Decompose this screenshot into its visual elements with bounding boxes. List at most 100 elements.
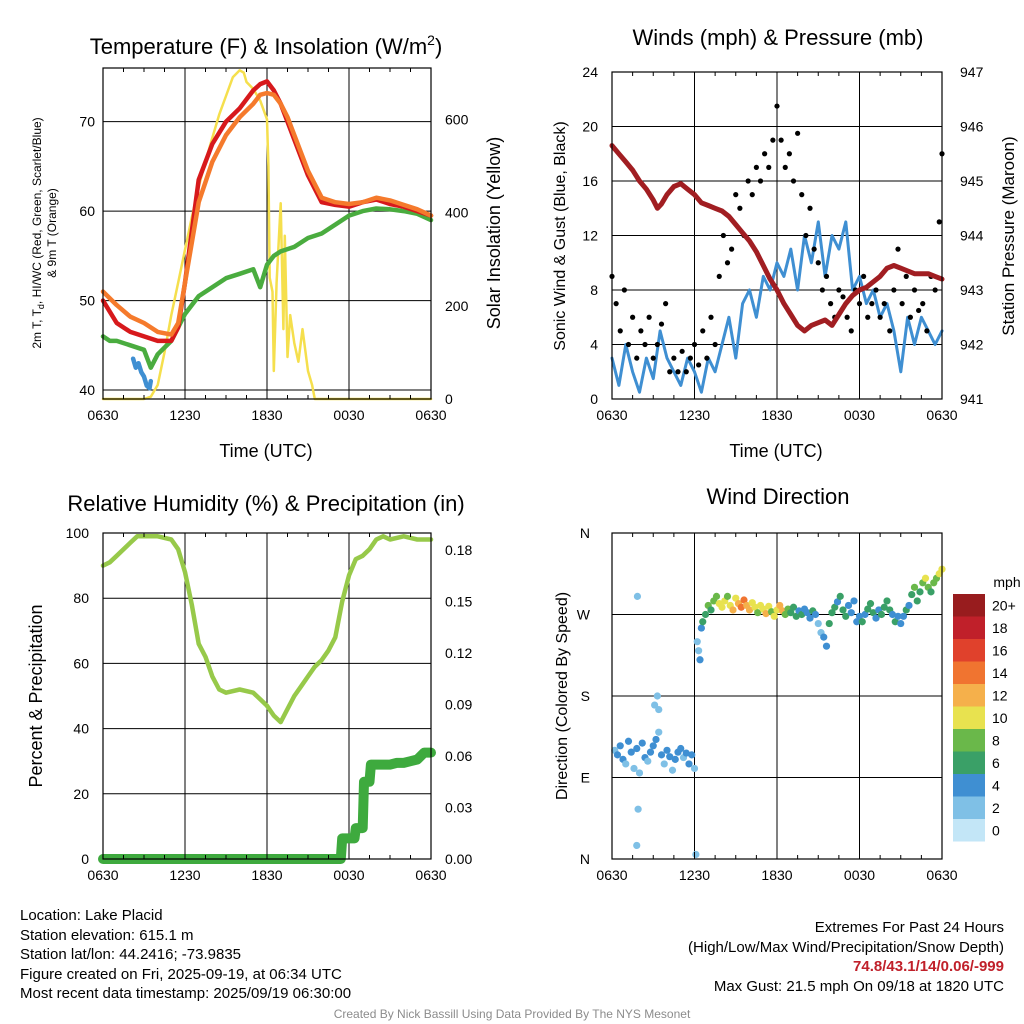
legend-swatch bbox=[953, 639, 985, 662]
wind-gust-point bbox=[733, 192, 739, 198]
dir-point bbox=[666, 753, 674, 761]
dir-point bbox=[770, 612, 778, 620]
wind-gust-point bbox=[865, 314, 871, 320]
dir-point bbox=[633, 744, 641, 753]
wind-gust-point bbox=[691, 341, 698, 348]
dir-point bbox=[858, 618, 866, 626]
dir-point bbox=[695, 647, 703, 655]
dir-point bbox=[866, 600, 875, 608]
dir-point bbox=[613, 751, 622, 759]
rh-y-tick-label: 40 bbox=[73, 721, 89, 737]
dir-point bbox=[737, 603, 745, 611]
dir-y-tick-label: E bbox=[581, 770, 590, 786]
dir-point bbox=[649, 742, 657, 750]
wind-y2-tick-label: 944 bbox=[960, 228, 984, 244]
temp-x-tick-label: 0630 bbox=[415, 407, 446, 423]
wind-gust-point bbox=[844, 314, 850, 320]
dir-point bbox=[872, 614, 880, 622]
wind-gust-point bbox=[753, 164, 759, 170]
extremes-title: Extremes For Past 24 Hours bbox=[814, 919, 1004, 936]
wind-gust-point bbox=[749, 192, 755, 198]
wind-gust-point bbox=[911, 287, 918, 293]
wind-y-tick-label: 20 bbox=[582, 119, 598, 135]
dir-point bbox=[653, 692, 661, 700]
wind-gust-point bbox=[708, 314, 714, 320]
wind-y-tick-label: 16 bbox=[582, 173, 598, 189]
dir-x-tick-label: 0630 bbox=[596, 867, 627, 883]
wind-gust-point bbox=[891, 287, 897, 293]
wind-gust-point bbox=[724, 260, 731, 266]
dir-point bbox=[690, 764, 699, 773]
extremes-values: 74.8/43.1/14/0.06/-999 bbox=[853, 958, 1004, 975]
dir-point bbox=[754, 609, 762, 617]
rh-y2-tick-label: 0.09 bbox=[445, 697, 472, 713]
dir-point bbox=[634, 805, 642, 813]
legend-label: 20+ bbox=[992, 597, 1016, 613]
dir-point bbox=[627, 748, 635, 756]
wind-gust-point bbox=[840, 294, 846, 300]
legend-swatch bbox=[953, 796, 985, 819]
dir-x-tick-label: 0030 bbox=[844, 867, 875, 883]
dir-x-tick-label: 0630 bbox=[926, 867, 957, 883]
wind-gust-point bbox=[667, 369, 673, 375]
dir-point bbox=[697, 624, 705, 632]
dir-point bbox=[693, 638, 701, 646]
temp-series-green bbox=[100, 206, 434, 370]
legend-label: 6 bbox=[992, 755, 1000, 771]
wind-y-tick-label: 4 bbox=[590, 337, 598, 353]
rh-x-tick-label: 0630 bbox=[87, 867, 118, 883]
rh-y-label: Percent & Precipitation bbox=[26, 604, 46, 787]
dir-y-label: Direction (Colored By Speed) bbox=[554, 592, 571, 800]
wind-gust-point bbox=[630, 314, 636, 320]
wind-gust-point bbox=[861, 273, 867, 279]
temp-x-tick-label: 1230 bbox=[169, 407, 200, 423]
dir-point bbox=[688, 751, 696, 759]
dir-point bbox=[655, 705, 663, 714]
dir-point bbox=[842, 612, 850, 620]
temp-y-tick-label: 70 bbox=[79, 114, 95, 130]
dir-y-tick-label: W bbox=[577, 607, 591, 623]
wind-gust-point bbox=[782, 164, 788, 170]
rh-y-tick-label: 60 bbox=[73, 655, 89, 671]
dir-point bbox=[820, 633, 828, 641]
wind-gust-point bbox=[873, 287, 879, 293]
dir-point bbox=[894, 612, 902, 620]
temp-y-label: 2m T, Td, HI/WC (Red, Green, Scarlet/Blu… bbox=[30, 117, 46, 348]
dir-point bbox=[861, 610, 869, 619]
dir-point bbox=[883, 597, 891, 605]
wind-y-label: Sonic Wind & Gust (Blue, Black) bbox=[552, 121, 569, 350]
dir-point bbox=[853, 618, 861, 626]
dir-point bbox=[765, 602, 773, 610]
temp-series-yellow bbox=[101, 69, 433, 401]
dir-point bbox=[745, 606, 754, 614]
dir-point bbox=[712, 592, 721, 600]
wind-gust-point bbox=[654, 341, 660, 348]
dir-point bbox=[864, 605, 872, 613]
temp-series-orange bbox=[100, 90, 434, 337]
wind-gust-point bbox=[916, 307, 922, 314]
rh-chart-title: Relative Humidity (%) & Precipitation (i… bbox=[67, 491, 464, 516]
wind-gust-point bbox=[729, 246, 735, 252]
legend-label: 18 bbox=[992, 620, 1008, 636]
temp-y2-tick-label: 400 bbox=[445, 205, 469, 221]
wind-y2-tick-label: 947 bbox=[960, 64, 984, 80]
temp-y2-tick-label: 600 bbox=[445, 111, 469, 127]
extremes-info: Extremes For Past 24 Hours (High/Low/Max… bbox=[688, 918, 1004, 996]
wind-y2-tick-label: 946 bbox=[960, 119, 984, 135]
wind-gust-point bbox=[683, 369, 689, 375]
legend-swatch bbox=[953, 594, 985, 617]
wind-gust-point bbox=[795, 130, 801, 136]
wind-gust-point bbox=[613, 301, 619, 307]
wind-gust-point bbox=[675, 369, 681, 375]
wind-gust-point bbox=[836, 287, 842, 293]
temp-y-tick-label: 60 bbox=[79, 203, 95, 219]
wind-gust-point bbox=[790, 178, 797, 184]
wind-gust-point bbox=[621, 287, 627, 293]
dir-point bbox=[869, 609, 877, 617]
temp-x-tick-label: 0630 bbox=[87, 407, 118, 423]
wind-y2-label: Station Pressure (Maroon) bbox=[999, 136, 1018, 335]
dir-point bbox=[624, 737, 633, 745]
wind-gust-point bbox=[819, 287, 825, 293]
wind-gust-point bbox=[716, 273, 722, 279]
wind-y-tick-label: 8 bbox=[590, 282, 598, 298]
